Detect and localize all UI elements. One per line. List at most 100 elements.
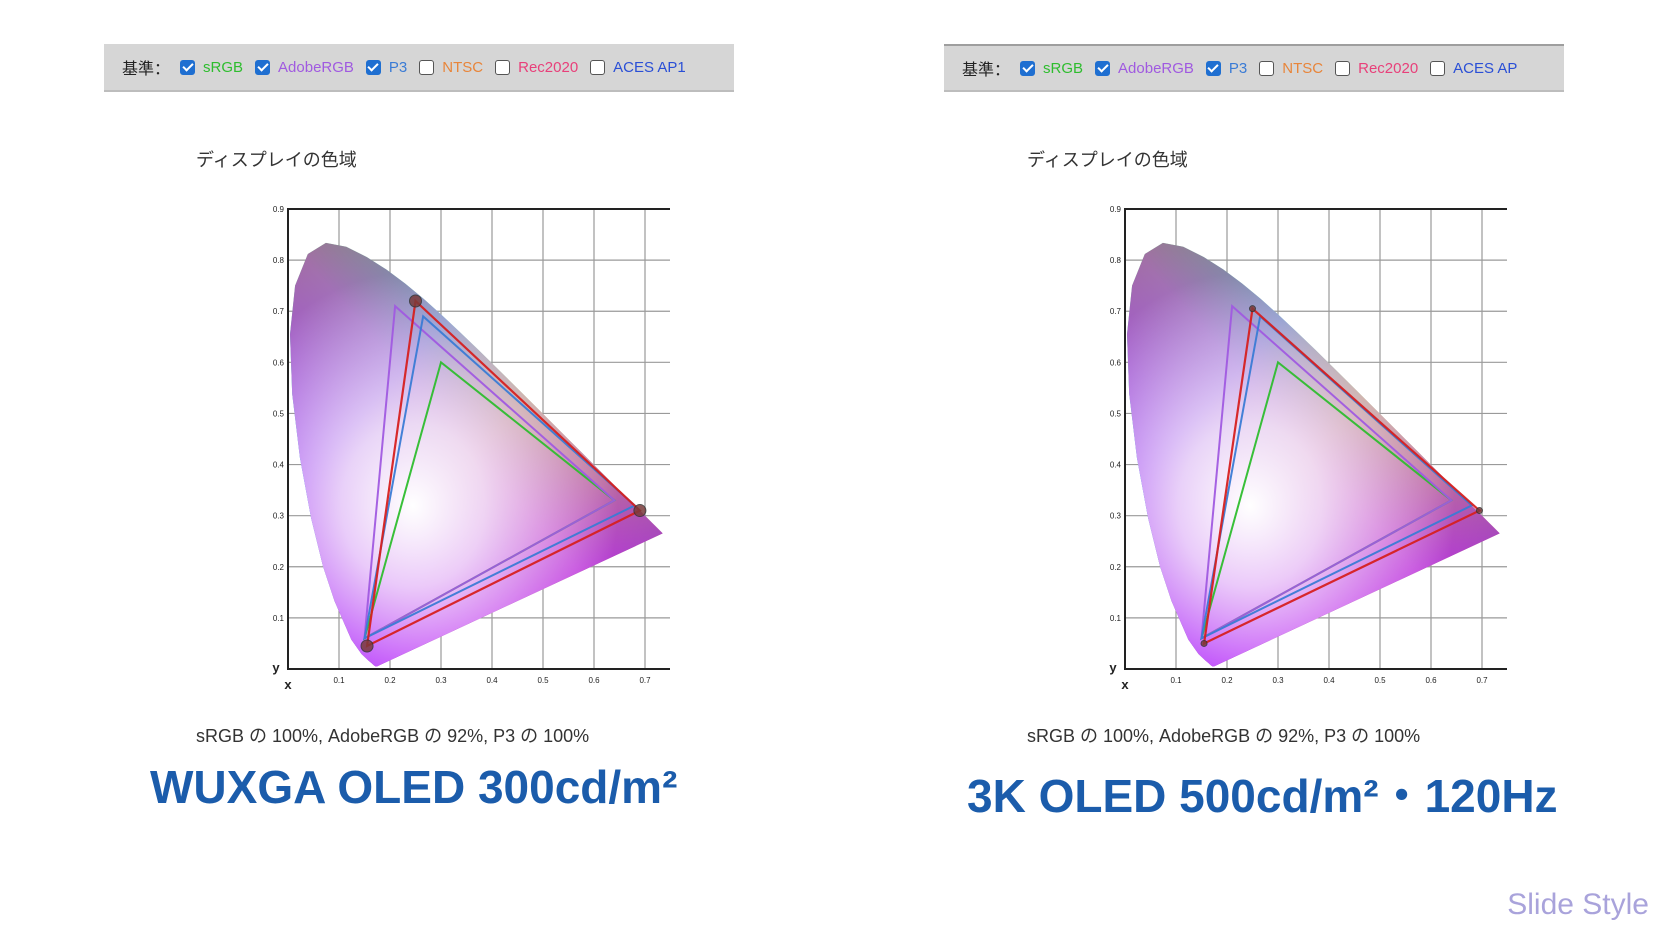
x-tick-label: 0.6 <box>588 676 600 685</box>
coverage-caption: sRGB の 100%, AdobeRGB の 92%, P3 の 100% <box>1027 726 1421 746</box>
chromaticity-chart: 0.1 0.2 0.3 0.4 0.5 0.6 0.7 0.8 0.1 0.2 0.3 0.4 0.5 0… <box>210 200 702 700</box>
aces-label: ACES AP1 <box>613 58 686 76</box>
y-tick-label: 0.5 <box>1110 409 1122 418</box>
gamut-p3 <box>363 314 637 641</box>
option-aces[interactable]: ACES AP1 <box>590 59 686 76</box>
x-tick-label: 0.5 <box>1374 676 1386 685</box>
y-tick-label: 0.1 <box>273 614 285 623</box>
adobergb-checkbox[interactable] <box>1095 60 1111 76</box>
y-tick-label: 0.2 <box>1110 563 1122 572</box>
x-tick-label: 0.5 <box>537 676 549 685</box>
ntsc-checkbox[interactable] <box>1259 60 1275 76</box>
y-tick-label: 0.1 <box>1110 614 1122 623</box>
option-ntsc[interactable]: NTSC <box>1259 60 1323 77</box>
y-tick-label: 0.6 <box>1110 358 1122 367</box>
srgb-label: sRGB <box>1043 59 1084 77</box>
rec2020-checkbox[interactable] <box>1335 60 1351 76</box>
primary-marker <box>409 294 422 308</box>
y-tick-label: 0.7 <box>1110 307 1122 316</box>
primary-marker <box>360 639 374 653</box>
rec2020-label: Rec2020 <box>518 58 579 76</box>
y-tick-label: 0.4 <box>1110 461 1122 470</box>
ntsc-label: NTSC <box>442 58 484 76</box>
x-tick-label: 0.3 <box>435 676 447 685</box>
x-tick-label: 0.4 <box>486 676 498 685</box>
rec2020-checkbox[interactable] <box>495 59 511 75</box>
primary-marker <box>633 504 647 518</box>
reference-toolbar: 基準： sRGB AdobeRGB P3 NTSC Rec2020 ACES A… <box>104 44 734 92</box>
y-tick-label: 0.9 <box>273 205 285 214</box>
x-axis-label: x <box>284 677 292 692</box>
gamut-display <box>365 298 642 648</box>
spectral-locus-white <box>289 242 663 667</box>
y-tick-label: 0.8 <box>273 256 285 265</box>
option-ntsc[interactable]: NTSC <box>419 59 483 76</box>
aces-checkbox[interactable] <box>1430 60 1446 76</box>
ntsc-checkbox[interactable] <box>419 59 435 75</box>
rec2020-label: Rec2020 <box>1358 59 1419 77</box>
option-aces[interactable]: ACES AP <box>1430 60 1517 77</box>
x-tick-label: 0.7 <box>639 676 651 685</box>
gamut-display <box>1202 306 1482 646</box>
primary-marker <box>1475 507 1483 515</box>
x-tick-label: 0.1 <box>1170 676 1182 685</box>
y-tick-label: 0.5 <box>273 409 285 418</box>
x-tick-label: 0.2 <box>1221 676 1233 685</box>
y-tick-label: 0.7 <box>273 307 285 316</box>
model-heading: WUXGA OLED 300cd/m² <box>150 761 678 813</box>
adobergb-checkbox[interactable] <box>255 59 271 75</box>
x-tick-label: 0.7 <box>1476 676 1488 685</box>
model-heading: 3K OLED 500cd/m²・120Hz <box>967 770 1558 822</box>
option-adobergb[interactable]: AdobeRGB <box>1095 60 1194 77</box>
primary-marker <box>1249 305 1256 313</box>
option-adobergb[interactable]: AdobeRGB <box>255 59 354 76</box>
y-tick-label: 0.2 <box>273 563 285 572</box>
x-tick-label: 0.4 <box>1323 676 1335 685</box>
reference-label: 基準： <box>122 59 171 78</box>
y-tick-label: 0.6 <box>273 358 285 367</box>
srgb-checkbox[interactable] <box>1020 60 1036 76</box>
chart-title: ディスプレイの色域 <box>196 150 357 171</box>
x-tick-label: 0.6 <box>1425 676 1437 685</box>
srgb-checkbox[interactable] <box>180 59 196 75</box>
chart-title: ディスプレイの色域 <box>1027 150 1188 171</box>
option-srgb[interactable]: sRGB <box>180 59 243 76</box>
p3-checkbox[interactable] <box>365 59 381 75</box>
x-tick-label: 0.3 <box>1272 676 1284 685</box>
coverage-caption: sRGB の 100%, AdobeRGB の 92%, P3 の 100% <box>196 726 590 746</box>
reference-toolbar: 基準： sRGB AdobeRGB P3 NTSC Rec2020 ACES A… <box>944 44 1564 92</box>
x-tick-label: 0.2 <box>384 676 396 685</box>
gamut-adobergb <box>363 304 617 641</box>
right-panel: 基準： sRGB AdobeRGB P3 NTSC Rec2020 ACES A… <box>897 0 1657 932</box>
option-rec2020[interactable]: Rec2020 <box>1335 60 1418 77</box>
y-tick-label: 0.8 <box>1110 256 1122 265</box>
x-tick-label: 0.1 <box>333 676 345 685</box>
y-tick-label: 0.3 <box>273 512 285 521</box>
gamut-adobergb <box>1200 304 1454 641</box>
adobergb-label: AdobeRGB <box>278 58 354 76</box>
adobergb-label: AdobeRGB <box>1118 59 1194 77</box>
y-axis-label: y <box>272 660 280 675</box>
aces-checkbox[interactable] <box>590 59 606 75</box>
y-tick-label: 0.9 <box>1110 205 1122 214</box>
chart-svg: 0.1 0.2 0.3 0.4 0.5 0.6 0.7 0.8 0.1 0.2 0.3 0.4 0.5 0… <box>1109 205 1539 692</box>
brand-watermark: Slide Style <box>1507 888 1649 921</box>
ntsc-label: NTSC <box>1282 59 1324 77</box>
srgb-label: sRGB <box>203 58 244 76</box>
primary-marker <box>1200 639 1208 647</box>
chart-svg: 0.1 0.2 0.3 0.4 0.5 0.6 0.7 0.8 0.1 0.2 0.3 0.4 0.5 0… <box>272 205 702 692</box>
aces-label: ACES AP <box>1453 59 1518 77</box>
p3-checkbox[interactable] <box>1205 60 1221 76</box>
chromaticity-chart: 0.1 0.2 0.3 0.4 0.5 0.6 0.7 0.8 0.1 0.2 0.3 0.4 0.5 0… <box>1047 200 1539 700</box>
option-rec2020[interactable]: Rec2020 <box>495 59 578 76</box>
p3-label: P3 <box>388 58 408 76</box>
p3-label: P3 <box>1228 59 1248 77</box>
y-tick-label: 0.3 <box>1110 512 1122 521</box>
option-p3[interactable]: P3 <box>365 58 408 76</box>
option-p3[interactable]: P3 <box>1205 59 1248 77</box>
left-panel: 基準： sRGB AdobeRGB P3 NTSC Rec2020 ACES A… <box>60 0 820 932</box>
y-tick-label: 0.4 <box>273 461 285 470</box>
spectral-locus-white <box>1126 242 1500 667</box>
reference-label: 基準： <box>962 60 1011 79</box>
option-srgb[interactable]: sRGB <box>1020 60 1083 77</box>
